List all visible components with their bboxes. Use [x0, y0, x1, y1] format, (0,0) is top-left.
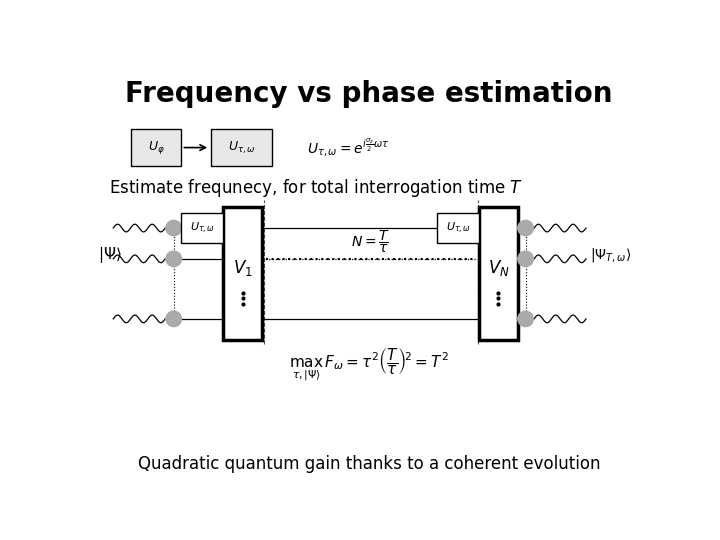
FancyBboxPatch shape [437, 213, 479, 244]
Text: Estimate frequnecy, for total interrogation time $T$: Estimate frequnecy, for total interrogat… [109, 177, 523, 199]
FancyBboxPatch shape [211, 129, 272, 166]
Circle shape [518, 311, 534, 327]
Circle shape [518, 220, 534, 236]
Circle shape [166, 311, 181, 327]
Text: $V_1$: $V_1$ [233, 258, 253, 278]
Text: $U_{\varphi}$: $U_{\varphi}$ [148, 139, 165, 156]
Polygon shape [223, 207, 262, 340]
Text: $N = \dfrac{T}{\tau}$: $N = \dfrac{T}{\tau}$ [351, 229, 390, 255]
Text: $U_{\tau,\omega}$: $U_{\tau,\omega}$ [446, 220, 471, 235]
Text: Frequency vs phase estimation: Frequency vs phase estimation [125, 80, 613, 108]
Text: Quadratic quantum gain thanks to a coherent evolution: Quadratic quantum gain thanks to a coher… [138, 455, 600, 472]
Text: $|\Psi\rangle$: $|\Psi\rangle$ [98, 245, 122, 265]
Text: $U_{\tau,\omega}$: $U_{\tau,\omega}$ [228, 139, 256, 156]
Text: $U_{\tau,\omega}$: $U_{\tau,\omega}$ [190, 220, 215, 235]
Polygon shape [479, 207, 518, 340]
Circle shape [518, 251, 534, 267]
Circle shape [166, 220, 181, 236]
FancyBboxPatch shape [131, 129, 181, 166]
Text: $U_{\tau,\omega} = e^{i\frac{\sigma_z}{2}\omega\tau}$: $U_{\tau,\omega} = e^{i\frac{\sigma_z}{2… [307, 136, 390, 159]
Text: $|\Psi_{T,\omega}\rangle$: $|\Psi_{T,\omega}\rangle$ [590, 246, 631, 264]
Text: $\underset{\tau,|\Psi\rangle}{\max}\,F_\omega = \tau^2 \left(\dfrac{T}{\tau}\rig: $\underset{\tau,|\Psi\rangle}{\max}\,F_\… [289, 347, 449, 383]
FancyBboxPatch shape [181, 213, 223, 244]
Text: $V_N$: $V_N$ [487, 258, 509, 278]
Circle shape [166, 251, 181, 267]
